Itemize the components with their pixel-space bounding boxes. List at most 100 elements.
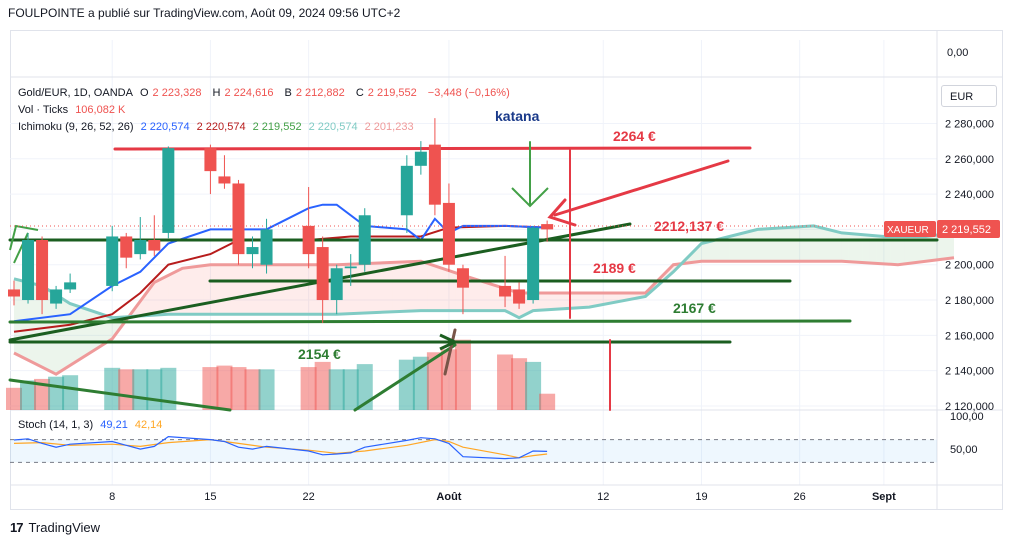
annotation-2189: 2189 € xyxy=(593,260,636,276)
legend-b-label: B xyxy=(284,87,292,99)
ichimoku-cloud-segment xyxy=(371,262,379,313)
candle-body xyxy=(36,239,49,301)
ichimoku-cloud-segment xyxy=(771,228,779,262)
ichimoku-cloud-segment xyxy=(946,232,955,259)
ichimoku-cloud-segment xyxy=(259,264,267,315)
legend-stoch-label[interactable]: Stoch (14, 1, 3) xyxy=(18,419,94,431)
level-line-2167 xyxy=(8,319,852,324)
candle-body xyxy=(330,268,343,301)
arrow-red-head xyxy=(547,198,577,227)
ichimoku-cloud-segment xyxy=(596,292,604,306)
legend-o-label: O xyxy=(139,87,149,99)
ichimoku-cloud-segment xyxy=(210,264,218,315)
legend-vol-value: 106,082 K xyxy=(75,104,126,116)
ichimoku-cloud-segment xyxy=(484,281,492,311)
ichimoku-cloud-segment xyxy=(869,235,877,264)
legend-stoch-d: 42,14 xyxy=(134,419,163,431)
time-axis-label: Août xyxy=(436,491,461,503)
candle-body xyxy=(148,239,161,251)
volume-bar xyxy=(48,376,65,410)
ichimoku-cloud-segment xyxy=(266,264,274,315)
ichimoku-cloud-segment xyxy=(91,310,99,353)
ichimoku-cloud-segment xyxy=(245,264,253,315)
ichimoku-cloud-segment xyxy=(848,233,856,263)
volume-bar xyxy=(328,369,345,410)
stoch-d-line xyxy=(13,438,548,459)
ichimoku-cloud-segment xyxy=(63,299,71,370)
volume-bar xyxy=(440,349,457,410)
candle-body xyxy=(50,289,63,304)
currency-button[interactable]: EUR xyxy=(941,85,997,107)
volume-bar xyxy=(398,359,415,410)
candle-body xyxy=(246,247,259,255)
legend-ichimoku-label[interactable]: Ichimoku (9, 26, 52, 26) xyxy=(18,121,134,133)
ichimoku-cloud-segment xyxy=(897,236,905,265)
candle-body xyxy=(527,227,540,301)
ichimoku-cloud-segment xyxy=(582,292,590,308)
volume-bar xyxy=(342,369,359,410)
legend-vol-label[interactable]: Vol · Ticks xyxy=(18,104,69,116)
ichimoku-cloud-segment xyxy=(287,264,295,315)
ichimoku-cloud-segment xyxy=(813,225,821,262)
stoch-band xyxy=(10,439,937,463)
legend-c-label: C xyxy=(355,87,364,99)
candle-body xyxy=(22,239,35,301)
candle-body xyxy=(400,165,413,216)
symbol-tag-label: XAUEUR xyxy=(887,225,929,236)
legend-volume-row: Vol · Ticks 106,082 K xyxy=(18,104,129,116)
ichimoku-cloud-segment xyxy=(715,238,723,262)
ichimoku-cloud-segment xyxy=(757,228,765,262)
ichimoku-cloud-segment xyxy=(575,292,583,308)
legend-change: −3,448 (−0,16%) xyxy=(427,87,510,99)
price-tag-value: 2 219,552 xyxy=(942,224,991,236)
candle-body xyxy=(428,144,441,205)
price-axis-label: 2 140,000 xyxy=(945,366,994,378)
time-axis-label: 15 xyxy=(204,491,216,503)
candle-body xyxy=(134,239,147,255)
price-tag-bg xyxy=(937,220,1000,238)
volume-bar xyxy=(160,367,177,410)
time-axis-label: 12 xyxy=(597,491,609,503)
candle-body xyxy=(232,183,245,255)
ichimoku-cloud-segment xyxy=(778,227,786,262)
ichimoku-cloud-segment xyxy=(357,263,365,314)
ichimoku-cloud-segment xyxy=(175,268,183,315)
chart-frame xyxy=(10,30,1003,510)
arrow-green-right-head xyxy=(439,333,459,351)
footer-brand: 17 TradingView xyxy=(10,520,100,535)
stoch-axis-label: 50,00 xyxy=(950,444,978,456)
candle-body xyxy=(260,229,273,265)
candle-body xyxy=(358,215,371,265)
ichimoku-cloud-segment xyxy=(911,236,919,263)
ichimoku-cloud-segment xyxy=(77,305,85,361)
ichimoku-cloud-segment xyxy=(203,264,211,315)
ichimoku-cloud-segment xyxy=(399,261,407,312)
ichimoku-cloud-segment xyxy=(610,292,618,304)
ichimoku-cloud-segment xyxy=(448,270,456,311)
legend-symbol[interactable]: Gold/EUR, 1D, OANDA xyxy=(18,87,133,99)
ichimoku-cloud-segment xyxy=(427,263,435,311)
ichimoku-cloud-segment xyxy=(392,262,400,312)
price-axis-label: 2 260,000 xyxy=(945,154,994,166)
ichimoku-cloud-segment xyxy=(589,292,597,308)
ichimoku-cloud-segment xyxy=(834,231,842,262)
time-axis-label: Sept xyxy=(872,491,896,503)
legend-ichimoku-row: Ichimoku (9, 26, 52, 26) 2 220,574 2 220… xyxy=(18,121,418,133)
arrow-red-shaft xyxy=(553,159,730,217)
legend-c-value: 2 219,552 xyxy=(367,87,417,99)
ichimoku-cloud-segment xyxy=(939,233,947,260)
candle-body xyxy=(541,224,554,230)
price-axis-label: 2 120,000 xyxy=(945,401,994,413)
ichimoku-cloud-segment xyxy=(476,279,485,311)
stoch-k-line xyxy=(13,435,548,460)
ichimoku-cloud-segment xyxy=(491,284,499,311)
ichimoku-cloud-segment xyxy=(441,268,449,311)
ichimoku-cloud-segment xyxy=(413,261,421,311)
ichimoku-cloud-segment xyxy=(883,236,891,265)
ichimoku-cloud-segment xyxy=(890,236,898,265)
annotation-2154: 2154 € xyxy=(298,346,341,362)
volume-bar xyxy=(426,352,443,410)
ichimoku-cloud-segment xyxy=(224,264,232,315)
ichimoku-cloud-segment xyxy=(35,284,43,368)
